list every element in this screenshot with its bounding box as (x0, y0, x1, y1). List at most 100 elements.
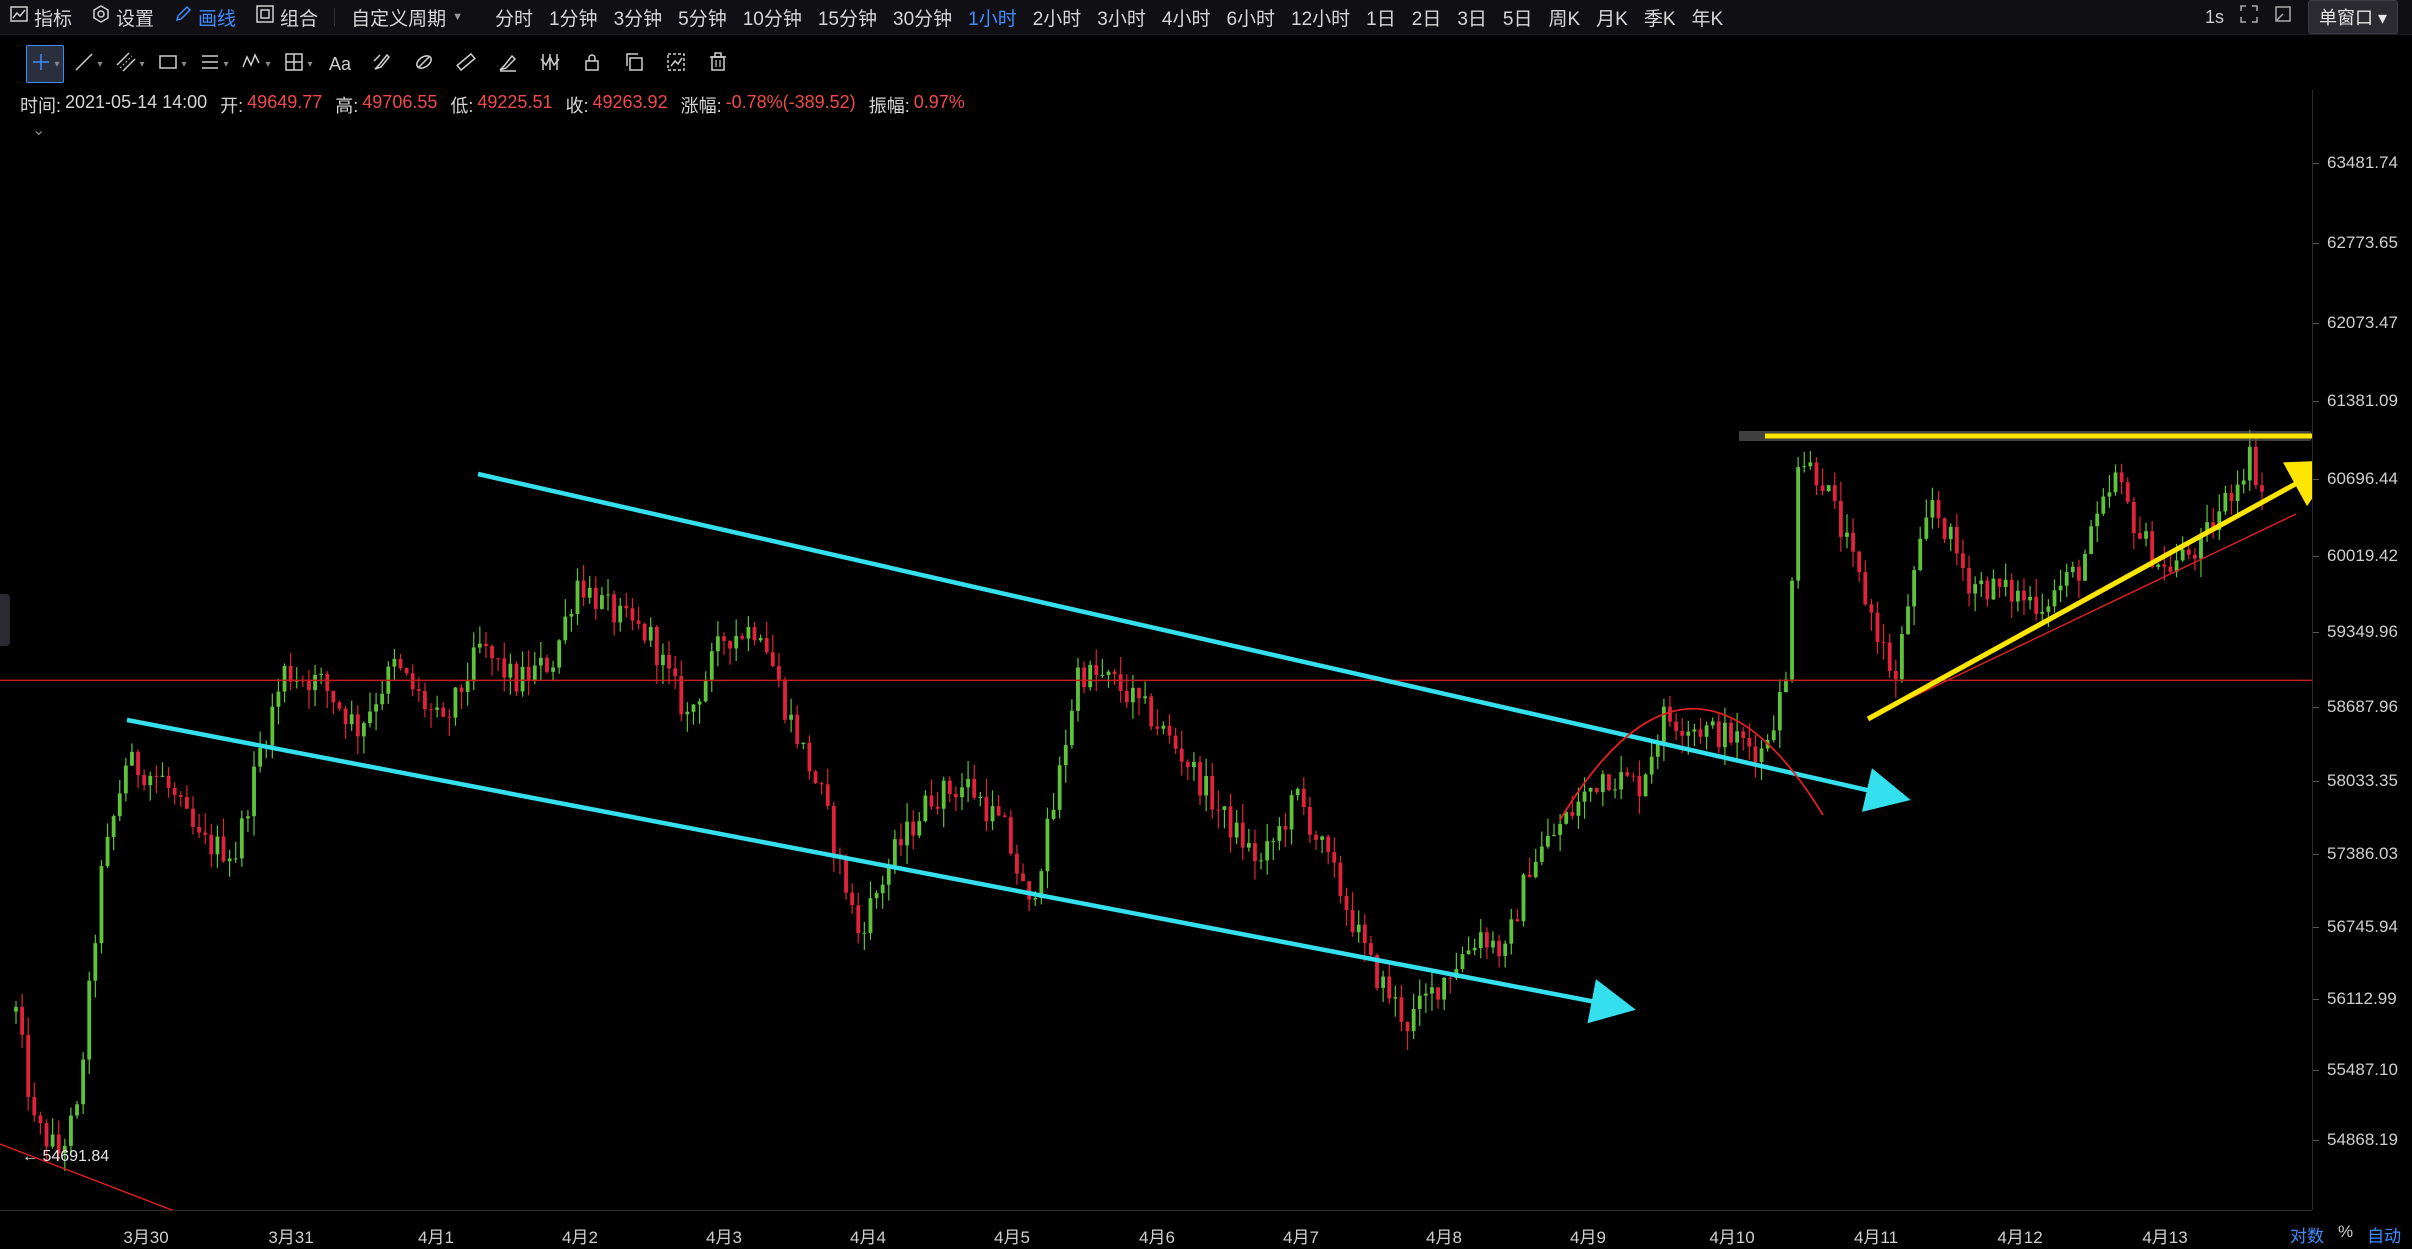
wave-tool[interactable]: ▾ (238, 46, 274, 82)
drawings-list-tool[interactable] (658, 46, 694, 82)
candle-body (1381, 976, 1386, 988)
refresh-interval[interactable]: 1s (2204, 6, 2224, 27)
line-tool[interactable]: ▾ (70, 46, 106, 82)
period-tab[interactable]: 6小时 (1226, 8, 1276, 30)
candle-body (1417, 995, 1422, 1009)
candle-body (398, 658, 403, 669)
candle-body (20, 1007, 25, 1035)
custom-period-dropdown[interactable]: 自定义周期 ▼ (341, 4, 473, 31)
trend-line-icon (73, 51, 95, 78)
percent-scale-toggle[interactable]: % (2338, 1222, 2354, 1241)
candle-body (1997, 578, 2002, 587)
period-tab[interactable]: 3小时 (1097, 8, 1146, 30)
price-tick-label: 58033.35 (2313, 770, 2398, 790)
delete-tool[interactable] (700, 46, 736, 82)
candle-body (1295, 788, 1300, 796)
candle-body (307, 680, 311, 691)
candle-body (325, 673, 330, 691)
candle-body (374, 704, 378, 712)
log-scale-toggle[interactable]: 对数 (2290, 1227, 2324, 1246)
candle-body (734, 636, 739, 649)
collapse-chevron-icon[interactable]: ⌄ (32, 122, 46, 139)
candle-body (2015, 590, 2020, 602)
candle-body (2235, 484, 2240, 501)
period-tab[interactable]: 周K (1548, 8, 1581, 30)
period-tab[interactable]: 月K (1596, 8, 1628, 30)
channel-tool[interactable]: ▾ (112, 46, 148, 82)
side-panel-handle[interactable] (0, 594, 10, 646)
period-tab[interactable]: 1小时 (968, 8, 1017, 30)
candle-body (1033, 898, 1038, 900)
auto-scale-toggle[interactable]: 自动 (2367, 1227, 2402, 1246)
price-chart[interactable] (0, 90, 2312, 1210)
fullscreen-icon[interactable] (2240, 5, 2258, 29)
indicators-button[interactable]: 指标 (0, 4, 82, 31)
pencil-icon (174, 5, 192, 29)
candle-body (215, 836, 220, 855)
price-tick-label: 56112.99 (2313, 988, 2397, 1008)
window-mode-select[interactable]: 单窗口 ▾ (2307, 0, 2398, 34)
shape-tool[interactable]: ▾ (154, 46, 190, 82)
pattern-tool[interactable] (532, 46, 568, 82)
candle-body (1491, 940, 1495, 948)
period-tab[interactable]: 12小时 (1291, 8, 1351, 30)
period-tab[interactable]: 5日 (1502, 8, 1533, 30)
ruler-tool[interactable] (448, 46, 484, 82)
period-tab[interactable]: 3分钟 (613, 8, 663, 30)
draw-button[interactable]: 画线 (164, 4, 246, 31)
highlighter-tool[interactable] (490, 46, 526, 82)
annotation-tool[interactable] (364, 46, 400, 82)
candle-body (581, 580, 586, 598)
period-tab[interactable]: 5分钟 (678, 8, 727, 30)
candle-body (868, 898, 873, 933)
candle-body (1045, 818, 1050, 872)
period-tab[interactable]: 2小时 (1032, 8, 1082, 30)
candle-body (1448, 977, 1453, 979)
period-tab[interactable]: 2日 (1411, 8, 1442, 30)
period-tab[interactable]: 分时 (494, 8, 533, 30)
candle-body (154, 775, 159, 777)
candle-body (935, 806, 940, 809)
period-tab[interactable]: 1分钟 (548, 8, 598, 30)
measure-tool[interactable]: ▾ (280, 46, 316, 82)
period-tab[interactable]: 4小时 (1161, 8, 1211, 30)
caret-down-icon: ▾ (223, 58, 229, 70)
candle-body (1082, 667, 1086, 688)
candle-body (905, 821, 909, 846)
candle-body (429, 709, 433, 711)
candle-body (892, 839, 897, 867)
candle-body (1570, 812, 1575, 816)
copy-tool[interactable] (616, 46, 652, 82)
lock-tool[interactable] (574, 46, 610, 82)
crosshair-tool[interactable]: ▾ (26, 45, 64, 83)
candle-body (93, 943, 98, 981)
combo-button[interactable]: 组合 (246, 4, 328, 31)
period-tab[interactable]: 1日 (1366, 8, 1396, 30)
time-axis[interactable]: 3月30 3月31 4月1 4月2 4月3 4月4 4月5 4月6 4月7 4月8 4月9 4月10 4… (0, 1210, 2312, 1249)
magnet-tool[interactable] (406, 46, 442, 82)
period-tab[interactable]: 季K (1643, 8, 1676, 30)
candle-body (2168, 566, 2173, 572)
fib-tool[interactable]: ▾ (196, 46, 232, 82)
period-tab[interactable]: 15分钟 (817, 8, 877, 30)
period-tab[interactable]: 3日 (1457, 8, 1487, 30)
text-tool[interactable]: Aa (322, 46, 358, 82)
settings-button[interactable]: 设置 (82, 4, 164, 31)
price-axis[interactable]: 63481.74 62773.65 62073.47 61381.09 60696.44… (2312, 90, 2412, 1210)
period-tab[interactable]: 年K (1691, 8, 1724, 30)
amplitude-label: 振幅: (868, 96, 910, 116)
candle-body (783, 679, 787, 720)
period-tab[interactable]: 30分钟 (893, 8, 953, 30)
ohlc-info: 时间: 2021-05-14 14:00 开: 49649.77 高: 49706.5… (20, 92, 965, 118)
candle-body (447, 716, 452, 718)
screenshot-icon[interactable] (2274, 5, 2292, 29)
candle-body (191, 808, 195, 827)
period-tab[interactable]: 10分钟 (742, 8, 802, 30)
candle-body (453, 687, 458, 718)
candle-body (630, 608, 635, 621)
candle-body (1637, 775, 1642, 797)
candle-body (2119, 472, 2124, 483)
candle-body (1222, 806, 1227, 810)
candle-body (1277, 826, 1282, 841)
candle-body (276, 691, 281, 707)
